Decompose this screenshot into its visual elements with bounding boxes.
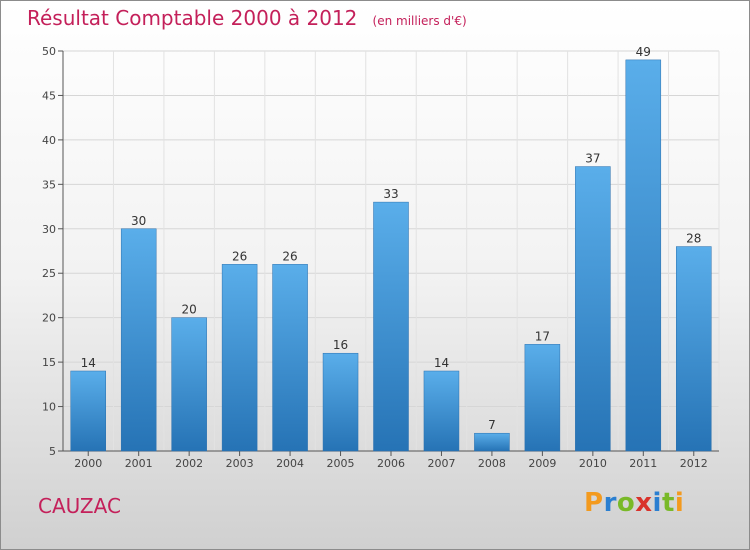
title-row: Résultat Comptable 2000 à 2012 (en milli…: [27, 6, 467, 30]
x-tick-label: 2003: [226, 457, 254, 470]
y-tick-label: 35: [42, 178, 56, 191]
bar-value-label: 37: [585, 152, 600, 166]
x-tick-label: 2005: [327, 457, 355, 470]
town-name: CAUZAC: [38, 494, 121, 518]
x-tick-label: 2009: [528, 457, 556, 470]
logo-letter: r: [603, 488, 617, 518]
chart-title: Résultat Comptable 2000 à 2012: [27, 6, 358, 30]
bars: [70, 59, 712, 452]
bar: [676, 246, 712, 452]
bar: [373, 201, 409, 452]
bar-value-label: 17: [535, 329, 550, 343]
bar-value-label: 30: [131, 214, 146, 228]
x-tick-label: 2004: [276, 457, 304, 470]
axes: 5 10 15 20 25 30 35 40 45 50 2000 2001 2002 2003 2004 2…: [42, 45, 719, 470]
x-tick-label: 2007: [427, 457, 455, 470]
logo-letter: t: [661, 488, 675, 518]
y-tick-label: 15: [42, 356, 56, 369]
logo-letter: i: [674, 488, 685, 518]
bar-value-label: 26: [232, 249, 247, 263]
x-tick-label: 2001: [125, 457, 153, 470]
bar: [171, 317, 207, 452]
y-tick-label: 45: [42, 89, 56, 102]
bar-value-label: 14: [81, 356, 96, 370]
bar-value-label: 28: [686, 232, 701, 246]
x-tick-label: 2011: [629, 457, 657, 470]
x-tick-label: 2002: [175, 457, 203, 470]
y-tick-label: 50: [42, 45, 56, 58]
bar: [474, 432, 510, 452]
logo-letter: o: [616, 488, 636, 518]
y-tick-label: 40: [42, 134, 56, 147]
data-labels: 14 30 20 26 26 16 33 14 7 17 37 49 28: [81, 45, 702, 432]
bar: [575, 166, 611, 452]
bar-value-label: 26: [282, 249, 297, 263]
bar: [70, 370, 106, 452]
x-tick-label: 2006: [377, 457, 405, 470]
y-tick-label: 5: [49, 445, 56, 458]
bar-value-label: 49: [636, 45, 651, 59]
x-tick-label: 2008: [478, 457, 506, 470]
logo-letter: x: [635, 488, 653, 518]
logo-letter: P: [584, 488, 604, 518]
bar: [423, 370, 460, 452]
y-tick-label: 10: [42, 401, 56, 414]
bar: [272, 264, 308, 452]
x-tick-label: 2010: [579, 457, 607, 470]
chart-subtitle: (en milliers d'€): [372, 14, 467, 28]
bar-value-label: 16: [333, 338, 348, 352]
bar: [322, 352, 359, 452]
x-tick-label: 2000: [74, 457, 102, 470]
y-tick-label: 30: [42, 223, 56, 236]
y-tick-label: 20: [42, 312, 56, 325]
bar: [120, 228, 157, 452]
bar: [524, 344, 561, 452]
bar-value-label: 20: [182, 303, 197, 317]
bar: [625, 59, 662, 452]
bar: [221, 264, 258, 452]
x-tick-label: 2012: [680, 457, 708, 470]
bar-value-label: 14: [434, 356, 449, 370]
y-tick-label: 25: [42, 267, 56, 280]
logo-letter: i: [652, 488, 662, 518]
bar-value-label: 33: [383, 187, 398, 201]
bar-value-label: 7: [488, 418, 496, 432]
proxiti-logo[interactable]: Proxiti: [584, 488, 684, 518]
